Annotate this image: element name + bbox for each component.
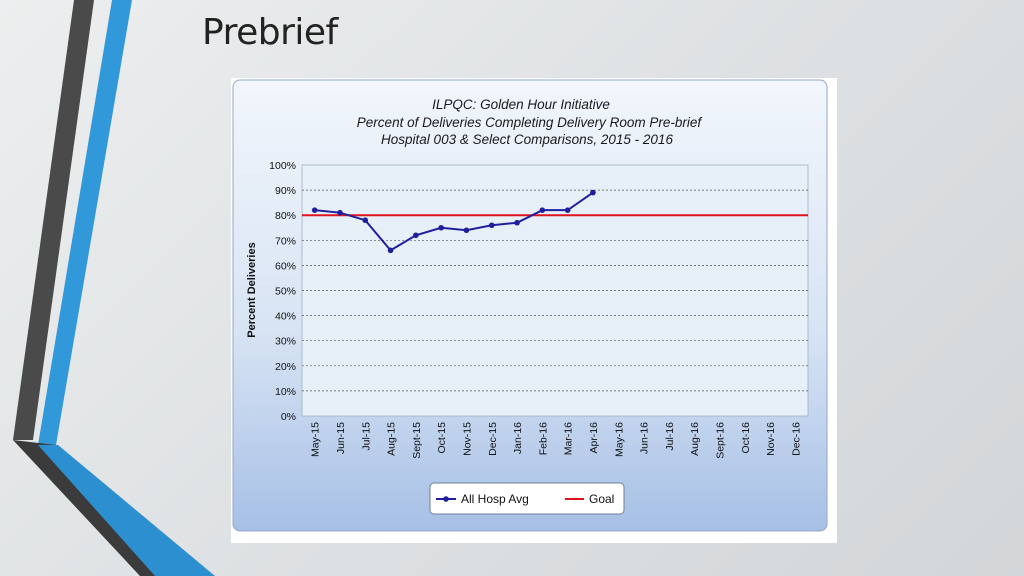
y-tick-label: 100% xyxy=(269,160,296,172)
line-chart: ILPQC: Golden Hour Initiative Percent of… xyxy=(232,79,828,532)
x-tick-label: Jul-16 xyxy=(664,422,676,451)
y-tick-label: 0% xyxy=(281,411,296,423)
x-tick-label: Oct-15 xyxy=(436,422,448,454)
y-tick-label: 10% xyxy=(275,386,296,398)
data-point xyxy=(463,227,470,234)
y-axis-label: Percent Deliveries xyxy=(246,242,258,337)
y-tick-label: 90% xyxy=(275,185,296,197)
x-tick-label: Sept-16 xyxy=(714,422,726,459)
x-tick-label: Aug-15 xyxy=(386,422,398,456)
chart-subtitle-line-2: Hospital 003 & Select Comparisons, 2015 … xyxy=(381,132,673,147)
legend-goal-label: Goal xyxy=(589,492,614,506)
x-tick-label: Aug-16 xyxy=(689,422,701,456)
y-tick-label: 50% xyxy=(275,286,296,298)
data-point xyxy=(413,232,419,239)
dark-stripe xyxy=(13,0,94,440)
x-tick-label: Nov-15 xyxy=(461,422,473,456)
data-point xyxy=(438,224,444,231)
x-tick-label: Nov-16 xyxy=(765,422,777,456)
y-tick-label: 30% xyxy=(275,336,296,348)
chart-title: ILPQC: Golden Hour Initiative xyxy=(432,97,610,112)
y-tick-label: 70% xyxy=(275,235,296,247)
legend: All Hosp Avg Goal xyxy=(429,482,625,515)
legend-box xyxy=(429,482,625,515)
blue-corner-band xyxy=(38,445,215,576)
data-point xyxy=(590,189,596,196)
legend-series-marker xyxy=(443,496,449,502)
x-tick-label: Dec-16 xyxy=(790,422,802,456)
x-tick-labels: May-15 Jun-15 Jul-15 Aug-15 Sept-15 Oct-15 Nov… xyxy=(310,422,803,459)
y-tick-label: 20% xyxy=(275,361,296,373)
x-tick-label: Jun-16 xyxy=(639,422,651,454)
data-point xyxy=(362,217,369,224)
data-point xyxy=(564,207,571,213)
data-point xyxy=(311,207,318,213)
blue-stripe xyxy=(38,0,132,445)
data-point xyxy=(337,209,343,216)
y-tick-label: 80% xyxy=(275,210,296,222)
x-tick-label: Dec-15 xyxy=(487,422,499,456)
data-point xyxy=(539,207,546,213)
x-tick-label: Oct-16 xyxy=(740,422,752,454)
series-all-hosp-avg xyxy=(311,189,596,254)
x-tick-label: May-16 xyxy=(613,422,625,457)
x-tick-label: Feb-16 xyxy=(537,422,549,455)
x-tick-label: Jul-15 xyxy=(360,422,372,451)
chart-frame: ILPQC: Golden Hour Initiative Percent of… xyxy=(231,78,837,543)
legend-series-label: All Hosp Avg xyxy=(461,492,529,506)
slide-title: Prebrief xyxy=(202,12,338,53)
data-point xyxy=(514,219,520,226)
y-tick-labels: 0% 10% 20% 30% 40% 50% 60% 70% 80% 90% 100% xyxy=(269,160,296,423)
x-tick-label: Apr-16 xyxy=(588,422,600,454)
x-tick-label: Jan-16 xyxy=(512,422,524,454)
data-point xyxy=(387,247,394,254)
data-point xyxy=(488,222,495,229)
x-tick-label: Mar-16 xyxy=(563,422,575,455)
x-tick-label: Jun-15 xyxy=(335,422,347,454)
series-line xyxy=(314,191,594,252)
x-tick-label: May-15 xyxy=(310,422,322,457)
gridlines xyxy=(302,189,808,392)
y-tick-label: 60% xyxy=(275,260,296,272)
chart-subtitle-line-1: Percent of Deliveries Completing Deliver… xyxy=(357,115,703,130)
x-tick-label: Sept-15 xyxy=(411,422,423,459)
y-tick-label: 40% xyxy=(275,311,296,323)
